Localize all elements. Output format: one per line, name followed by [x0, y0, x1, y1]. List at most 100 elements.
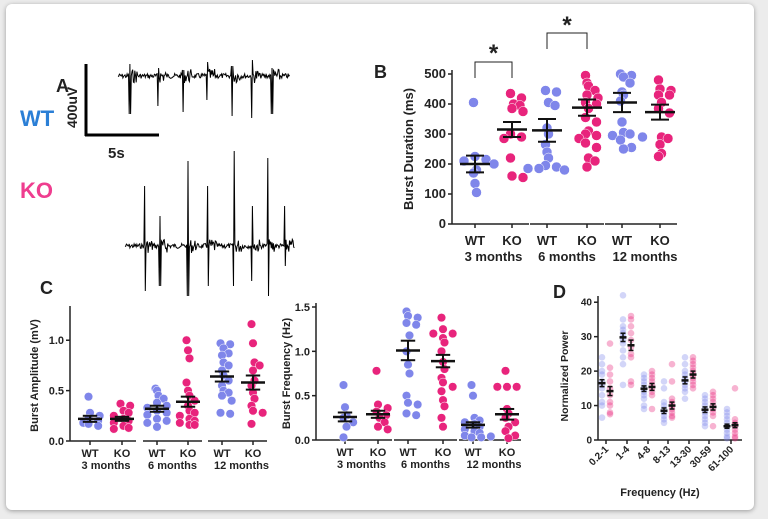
data-point — [723, 412, 731, 420]
y-tick-label: 0 — [586, 436, 592, 447]
data-point — [341, 422, 352, 432]
y-axis-label: Normalized Power — [559, 330, 571, 421]
data-point — [701, 419, 709, 427]
data-point — [681, 360, 689, 368]
age-label: 12 months — [612, 249, 677, 264]
data-point — [615, 95, 626, 107]
data-point — [506, 170, 518, 182]
data-point — [503, 433, 514, 443]
age-label: 3 months — [82, 460, 131, 472]
x-axis-label: Frequency (Hz) — [620, 487, 700, 499]
data-point — [598, 391, 606, 399]
data-point — [468, 97, 479, 108]
panel-d: D 0 10 20 30 40 Normalized Power Frequency (Hz)… — [553, 282, 742, 499]
data-point — [436, 386, 447, 396]
data-point — [640, 402, 648, 409]
data-point — [709, 395, 717, 402]
y-tick-label: 10 — [581, 401, 593, 412]
data-point — [227, 396, 237, 406]
data-point — [258, 408, 268, 418]
data-point — [723, 433, 731, 440]
data-point — [598, 402, 606, 409]
data-point — [681, 354, 689, 361]
genotype-label: WT — [537, 233, 557, 248]
data-point — [640, 395, 648, 402]
data-point — [580, 112, 591, 123]
data-point — [660, 402, 668, 409]
data-point — [401, 318, 412, 328]
genotype-label: KO — [502, 233, 522, 248]
panel-letter-b: B — [374, 62, 387, 82]
data-point — [648, 367, 656, 375]
data-point — [689, 360, 697, 368]
data-point — [439, 364, 450, 374]
data-point — [476, 432, 486, 442]
data-point — [580, 137, 591, 149]
data-point — [731, 385, 739, 392]
data-point — [502, 382, 512, 392]
data-point — [438, 422, 448, 432]
genotype-label: KO — [650, 233, 670, 248]
data-point — [469, 178, 481, 189]
data-point — [492, 382, 502, 392]
data-point — [338, 432, 349, 442]
x-tick-label: 61-100 — [706, 444, 736, 474]
data-point — [668, 412, 676, 420]
y-tick-label: 0 — [439, 216, 446, 231]
data-point — [488, 158, 500, 170]
data-point — [404, 330, 415, 340]
data-point — [512, 382, 522, 392]
genotype-label: KO — [180, 448, 197, 460]
panel-letter-c: C — [40, 278, 53, 298]
data-point — [619, 323, 627, 330]
data-point — [183, 345, 193, 355]
data-point — [340, 402, 350, 412]
significance-star: * — [489, 40, 499, 67]
data-point — [627, 378, 635, 385]
age-label: 3 months — [337, 459, 386, 471]
y-tick-label: 30 — [581, 332, 593, 343]
data-point — [411, 410, 421, 420]
significance-star: * — [562, 12, 572, 39]
significance-bracket — [546, 32, 588, 49]
y-tick-label: 0.5 — [49, 386, 64, 398]
data-point — [681, 388, 689, 396]
data-point — [660, 385, 668, 392]
data-point — [681, 367, 689, 375]
panel-b: B 0 100 200 300 400 500 Burst Duration (ms) 3 mo… — [374, 12, 678, 264]
data-point — [627, 312, 635, 320]
data-point — [598, 367, 606, 375]
data-point — [383, 424, 393, 434]
data-point — [709, 391, 717, 399]
data-point — [648, 405, 656, 413]
data-point — [640, 374, 648, 382]
data-point — [723, 429, 731, 437]
data-point — [438, 324, 448, 334]
data-point — [627, 316, 635, 323]
data-point — [701, 416, 709, 423]
data-point — [731, 434, 739, 442]
data-point — [689, 364, 697, 371]
age-label: 6 months — [538, 249, 596, 264]
data-point — [689, 354, 697, 361]
data-point — [411, 320, 421, 330]
data-point — [403, 360, 413, 370]
data-point — [549, 100, 561, 111]
data-point — [466, 380, 477, 390]
genotype-label: KO — [114, 448, 131, 460]
data-point — [681, 395, 689, 402]
data-point — [660, 412, 668, 420]
data-point — [709, 422, 717, 430]
data-point — [142, 418, 152, 428]
wt-label: WT — [20, 106, 55, 131]
age-label: 12 months — [214, 460, 269, 472]
x-tick-label: 13-30 — [668, 444, 694, 470]
data-point — [581, 161, 593, 173]
ko-label: KO — [20, 178, 53, 203]
y-tick-label: 300 — [424, 126, 446, 141]
data-point — [627, 350, 635, 358]
y-axis-label: Burst Frequency (Hz) — [281, 318, 293, 430]
data-point — [607, 130, 618, 141]
data-point — [466, 432, 477, 442]
